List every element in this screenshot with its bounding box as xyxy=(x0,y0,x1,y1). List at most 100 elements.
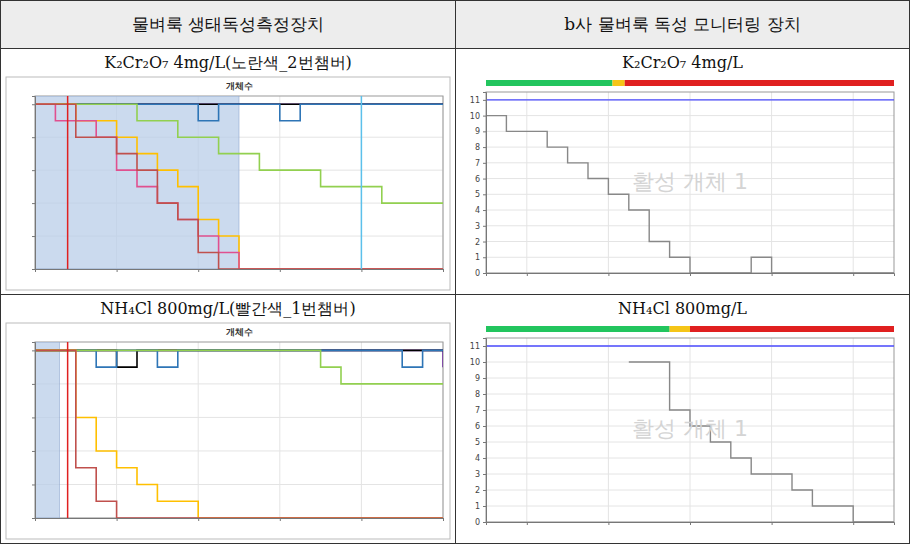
x-tick xyxy=(361,269,362,272)
x-tick xyxy=(198,269,199,272)
x-grid-line xyxy=(279,342,280,518)
x-tick-mark xyxy=(527,273,528,276)
y-tick: 6 xyxy=(475,422,486,431)
x-tick xyxy=(198,518,199,521)
y-tick xyxy=(32,384,35,385)
y-tick xyxy=(32,236,35,237)
x-tick-mark xyxy=(772,522,773,525)
x-tick-mark xyxy=(772,273,773,276)
x-tick-mark xyxy=(117,518,118,521)
x-grid-line xyxy=(526,92,527,273)
vertical-marker xyxy=(67,96,69,269)
x-grid-line xyxy=(853,92,854,273)
series-line xyxy=(486,345,894,346)
page: 물벼룩 생태독성측정장치b사 물벼룩 독성 모니터링 장치K₂Cr₂O₇ 4mg… xyxy=(0,0,910,544)
y-tick-mark xyxy=(32,170,35,171)
y-tick-label: 2 xyxy=(475,238,480,247)
y-tick-mark xyxy=(483,458,486,459)
x-tick-mark xyxy=(527,522,528,525)
y-tick-label: 11 xyxy=(470,96,480,105)
y-tick-label: 0 xyxy=(475,518,480,527)
y-tick-label: 7 xyxy=(475,159,480,168)
y-tick-label: 7 xyxy=(475,406,480,415)
plot-area xyxy=(486,346,894,522)
y-tick: 8 xyxy=(475,143,486,152)
y-tick-mark xyxy=(483,116,486,117)
y-axis xyxy=(32,97,36,270)
y-tick-mark xyxy=(483,522,486,523)
x-tick xyxy=(527,273,528,276)
y-tick-mark xyxy=(483,210,486,211)
x-grid-line xyxy=(279,96,280,269)
vertical-marker xyxy=(361,96,363,269)
y-tick: 3 xyxy=(475,470,486,479)
x-grid-line xyxy=(771,338,772,522)
series-line xyxy=(35,104,443,269)
y-tick-mark xyxy=(32,350,35,351)
x-tick xyxy=(853,273,854,276)
series-line xyxy=(35,104,443,203)
status-segment xyxy=(486,80,612,86)
grid xyxy=(35,96,443,269)
x-tick xyxy=(117,269,118,272)
y-axis-line xyxy=(483,339,487,523)
y-tick: 4 xyxy=(475,454,486,463)
y-tick-mark xyxy=(483,257,486,258)
y-tick: 0 xyxy=(475,269,486,278)
y-tick xyxy=(32,350,35,351)
y-tick: 0 xyxy=(475,518,486,527)
plot-border xyxy=(486,338,894,522)
x-axis-line xyxy=(487,523,895,526)
y-axis: 01234567891011 xyxy=(470,339,487,528)
y-tick-mark xyxy=(483,442,486,443)
y-tick-mark xyxy=(32,384,35,385)
y-tick-mark xyxy=(483,163,486,164)
y-tick xyxy=(32,518,35,519)
x-tick-mark xyxy=(608,522,609,525)
x-tick-mark xyxy=(690,273,691,276)
y-tick-mark xyxy=(483,506,486,507)
y-tick-mark xyxy=(483,378,486,379)
y-tick-mark xyxy=(32,518,35,519)
y-tick-label: 0 xyxy=(475,269,480,278)
x-tick xyxy=(772,273,773,276)
chart-subtitle: 개체수 xyxy=(226,327,253,337)
y-tick-label: 6 xyxy=(475,422,480,431)
x-axis-line xyxy=(487,274,895,277)
y-tick-mark xyxy=(483,273,486,274)
chart: 개체수 xyxy=(5,322,451,540)
x-tick xyxy=(608,273,609,276)
grid xyxy=(486,338,894,522)
series-line xyxy=(486,116,894,273)
y-tick-label: 4 xyxy=(475,206,480,215)
y-tick-mark xyxy=(483,131,486,132)
x-tick xyxy=(280,518,281,521)
chart-cell: K₂Cr₂O₇ 4mg/L(노란색_2번챔버)개체수 xyxy=(0,48,456,295)
x-axis xyxy=(487,522,895,525)
x-tick-mark xyxy=(117,269,118,272)
x-tick xyxy=(608,522,609,525)
y-tick: 10 xyxy=(470,358,486,367)
y-tick: 2 xyxy=(475,238,486,247)
x-tick xyxy=(443,269,444,272)
status-segment xyxy=(625,80,894,86)
y-tick-label: 8 xyxy=(475,390,480,399)
x-tick-mark xyxy=(853,273,854,276)
x-grid-line xyxy=(608,338,609,522)
y-tick-label: 5 xyxy=(475,190,480,199)
series-line xyxy=(629,362,894,522)
series-line xyxy=(35,350,443,384)
y-tick-mark xyxy=(32,269,35,270)
header-text: 물벼룩 생태독성측정장치 xyxy=(132,13,324,36)
status-segment xyxy=(612,80,624,86)
y-tick: 3 xyxy=(475,222,486,231)
y-tick: 7 xyxy=(475,406,486,415)
status-segment xyxy=(486,326,670,332)
series-line xyxy=(35,104,443,269)
y-tick: 5 xyxy=(475,438,486,447)
status-bar xyxy=(486,80,894,86)
y-tick: 2 xyxy=(475,486,486,495)
x-tick xyxy=(772,522,773,525)
series-line xyxy=(35,350,443,367)
y-tick: 1 xyxy=(475,253,486,262)
